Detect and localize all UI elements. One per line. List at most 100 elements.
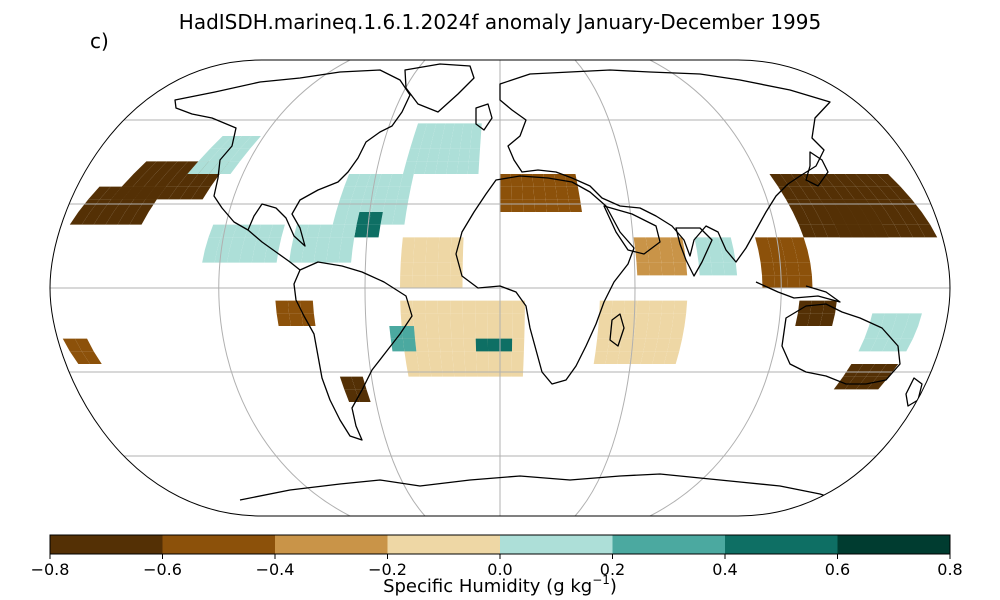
anomaly-grid-cell — [402, 338, 417, 352]
anomaly-grid-cell — [856, 186, 878, 200]
anomaly-grid-cell — [874, 212, 895, 225]
anomaly-grid-cell — [453, 364, 466, 377]
anomaly-grid-cell — [404, 351, 419, 364]
anomaly-grid-cell — [125, 199, 146, 212]
anomaly-grid-cell — [199, 174, 220, 187]
anomaly-grid-cell — [854, 364, 875, 377]
anomaly-grid-cell — [456, 161, 469, 174]
anomaly-grid-cell — [893, 313, 910, 326]
anomaly-grid-cell — [155, 174, 177, 187]
anomaly-grid-cell — [446, 161, 459, 174]
anomaly-grid-cell — [534, 199, 547, 212]
anomaly-grid-cell — [795, 313, 811, 326]
anomaly-grid-cell — [400, 262, 414, 276]
anomaly-grid-cell — [425, 275, 438, 288]
anomaly-grid-cell — [500, 186, 512, 200]
anomaly-grid-cell — [647, 250, 662, 263]
anomaly-grid-cell — [511, 351, 524, 364]
anomaly-grid-cell — [301, 250, 316, 263]
anomaly-grid-cell — [219, 161, 240, 174]
anomaly-grid-cell — [338, 250, 353, 263]
anomaly-grid-cell — [617, 351, 632, 364]
anomaly-grid-cell — [62, 338, 82, 352]
anomaly-grid-cell — [487, 300, 500, 314]
anomaly-grid-cell — [450, 275, 463, 288]
anomaly-grid-cell — [229, 237, 245, 250]
anomaly-grid-cell — [823, 174, 845, 187]
anomaly-grid-cell — [470, 136, 481, 149]
anomaly-grid-cell — [426, 326, 440, 339]
coast-madagascar — [609, 313, 625, 347]
anomaly-grid-cell — [414, 338, 429, 352]
anomaly-grid-cell — [401, 326, 415, 339]
anomaly-grid-cell — [500, 364, 512, 377]
colorbar-segment — [500, 535, 613, 554]
anomaly-grid-cell — [555, 186, 569, 200]
anomaly-grid-cell — [647, 313, 662, 326]
anomaly-grid-cell — [399, 174, 414, 187]
anomaly-grid-cell — [622, 313, 637, 326]
anomaly-grid-cell — [303, 237, 318, 250]
anomaly-grid-cell — [133, 186, 156, 200]
colorbar-tick-label: −0.6 — [143, 560, 182, 579]
anomaly-grid-cell — [843, 199, 864, 212]
anomaly-grid-cell — [121, 174, 145, 187]
anomaly-grid-cell — [202, 250, 218, 263]
anomaly-grid-cell — [500, 300, 513, 314]
anomaly-grid-cell — [450, 326, 464, 339]
anomaly-grid-cell — [636, 300, 650, 314]
anomaly-grid-cell — [785, 199, 805, 212]
anomaly-grid-cell — [789, 186, 809, 200]
anomaly-grid-cell — [220, 136, 242, 149]
anomaly-grid-cell — [240, 136, 261, 149]
anomaly-grid-cell — [831, 199, 852, 212]
anomaly-grid-cell — [867, 186, 889, 200]
anomaly-grid-cell — [425, 262, 438, 276]
anomaly-grid-cell — [204, 237, 221, 250]
anomaly-grid-cell — [881, 313, 898, 326]
anomaly-grid-cell — [426, 237, 440, 250]
anomaly-grid-cell — [670, 326, 685, 339]
anomaly-grid-cell — [659, 250, 674, 263]
anomaly-grid-cell — [843, 364, 864, 377]
anomaly-grid-cell — [858, 338, 877, 352]
anomaly-grid-cell — [643, 338, 658, 352]
anomaly-grid-cell — [882, 224, 901, 238]
coast-central-america — [247, 229, 301, 271]
anomaly-grid-cell — [410, 136, 424, 149]
anomaly-grid-cell — [188, 174, 209, 187]
anomaly-grid-cell — [122, 186, 144, 200]
anomaly-grid-cell — [870, 338, 889, 352]
anomaly-grid-cell — [230, 136, 252, 149]
anomaly-grid-cell — [810, 300, 825, 314]
anomaly-grid-cell — [264, 250, 279, 263]
anomaly-grid-cell — [511, 364, 524, 377]
anomaly-grid-cell — [905, 313, 922, 326]
anomaly-grid-cell — [593, 351, 608, 364]
anomaly-grid-cell — [877, 364, 899, 377]
anomaly-grid-cell — [652, 351, 668, 364]
anomaly-grid-cell — [812, 174, 834, 187]
colorbar-label: Specific Humidity (g kg−1) — [383, 573, 617, 597]
anomaly-grid-cell — [463, 338, 477, 352]
anomaly-grid-cell — [145, 186, 167, 200]
colorbar-segment — [275, 535, 388, 554]
coast-greenland — [404, 63, 475, 113]
anomaly-grid-cell — [471, 123, 482, 136]
colorbar-ticks: −0.8 −0.6 −0.4 −0.2 0.0 0.2 0.4 0.6 0.8 — [31, 554, 963, 579]
colorbar-tick-label: −0.2 — [368, 560, 407, 579]
anomaly-grid-cell — [710, 262, 725, 276]
anomaly-grid-cell — [760, 262, 775, 276]
anomaly-grid-cell — [437, 262, 451, 276]
anomaly-grid-cell — [605, 351, 620, 364]
anomaly-grid-cell — [780, 174, 801, 187]
coast-uk — [475, 103, 493, 131]
colorbar-segment — [387, 535, 501, 554]
anomaly-grid-cell — [93, 212, 114, 225]
anomaly-grid-cell — [661, 300, 675, 314]
anomaly-grid-cell — [819, 313, 836, 326]
anomaly-grid-cell — [834, 224, 853, 238]
anomaly-grid-cell — [888, 326, 906, 339]
anomaly-grid-cell — [254, 237, 270, 250]
anomaly-grid-cell — [621, 326, 636, 339]
